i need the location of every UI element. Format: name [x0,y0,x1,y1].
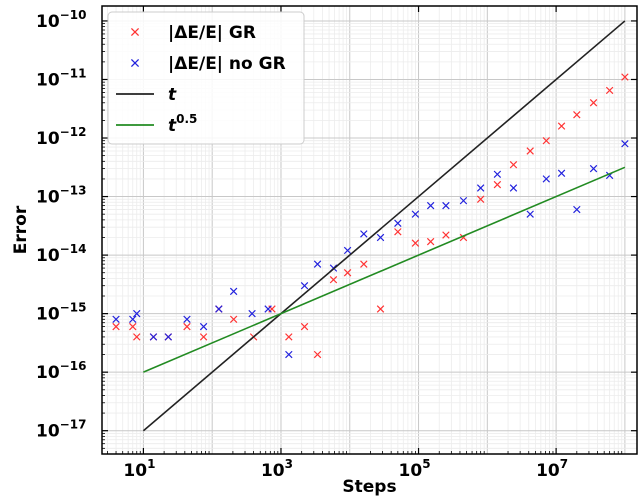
legend-entry: t [116,85,177,105]
legend-label: t0.5 [168,112,197,136]
y-tick-label: 10−14 [36,242,86,266]
legend-entry: |ΔE/E| no GR [130,54,286,74]
data-point [476,184,485,192]
data-point [112,322,120,331]
data-point [476,195,485,203]
data-point [164,333,173,341]
legend: |ΔE/E| GR |ΔE/E| no GR t t0.5 [107,11,305,145]
series-points-1 [112,139,629,359]
y-tick-label: 10−17 [36,418,86,442]
legend-label: |ΔE/E| no GR [168,54,286,74]
x-tick-label: 103 [261,457,293,481]
data-point [343,268,352,277]
data-point [376,305,385,313]
data-point [526,210,534,218]
y-tick-label: 10−16 [36,359,86,383]
y-tick-label: 10−13 [36,184,86,208]
y-tick-label: 10−10 [36,8,86,32]
data-point [621,139,629,148]
data-point [426,237,435,246]
data-point [129,322,137,331]
trend-line [142,20,626,432]
data-point [300,281,309,290]
data-point [542,136,551,145]
data-point [215,305,223,313]
data-point [229,315,238,324]
data-point [605,86,614,95]
legend-marker [130,27,140,37]
legend-label: t [168,85,177,105]
y-tick-label: 10−12 [36,125,86,149]
data-point [411,239,420,247]
y-tick-label: 10−11 [36,66,86,90]
data-point [509,160,518,169]
data-point [589,99,598,107]
data-point [199,333,208,341]
x-axis-label: Steps [342,477,396,497]
y-axis-label: Error [11,205,31,254]
data-point [360,230,368,238]
data-point [112,315,120,324]
axis-ticks: 101 103 105 107 10−17 10−16 10−15 10−14 10−13 10−… [36,6,637,481]
data-point [329,275,338,284]
data-point [129,315,137,324]
data-point [557,122,566,130]
data-point [248,309,256,318]
data-point [394,219,402,227]
legend-entry: |ΔE/E| GR [130,23,256,43]
data-point [229,287,238,296]
x-tick-label: 105 [399,457,431,481]
data-point [573,205,581,214]
legend-label: |ΔE/E| GR [168,23,256,43]
data-point [557,169,566,177]
data-point [183,322,191,331]
legend-marker [130,58,140,68]
data-point [285,350,293,359]
data-point [542,175,551,183]
x-tick-label: 107 [536,457,568,481]
data-point [411,210,420,218]
data-point [394,228,402,236]
x-tick-label: 101 [123,457,155,481]
data-point [183,315,191,324]
legend-entry: t0.5 [116,112,197,136]
data-point [285,333,293,341]
data-point [426,201,435,210]
y-tick-label: 10−15 [36,301,86,325]
series-points-0 [112,73,629,359]
plot-frame [101,5,638,455]
data-point [343,246,352,255]
data-point [442,231,450,239]
data-point [264,305,272,313]
data-point [133,333,141,341]
legend-box [107,11,305,145]
data-point [442,201,450,210]
data-point [493,180,502,189]
data-point [300,322,309,331]
data-point [313,260,322,268]
data-point [493,170,502,179]
data-point [459,196,468,205]
data-point [149,333,158,341]
data-point [589,164,598,173]
data-point [376,233,385,242]
data-point [509,184,518,192]
data-point [573,110,581,119]
trend-line [143,166,626,373]
data-point [621,73,629,81]
series-line-3 [143,166,626,373]
plot-series [112,20,629,432]
data-point [360,260,368,268]
data-point [526,147,534,155]
data-point [199,322,208,331]
data-point [313,350,322,359]
series-line-2 [142,20,626,432]
data-point [133,309,141,318]
